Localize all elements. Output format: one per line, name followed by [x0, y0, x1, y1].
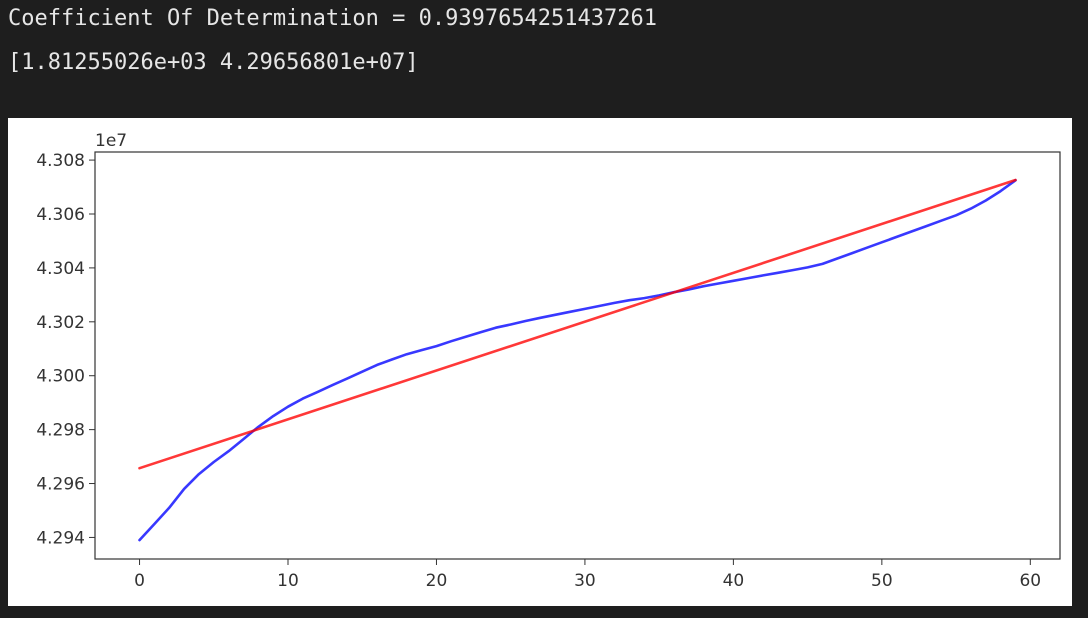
- x-tick-label: 50: [871, 571, 893, 591]
- y-tick-label: 4.308: [36, 151, 85, 171]
- x-tick-label: 30: [574, 571, 596, 591]
- y-tick-label: 4.296: [36, 475, 85, 495]
- x-tick-label: 40: [723, 571, 745, 591]
- y-tick-label: 4.302: [36, 313, 85, 333]
- x-tick-label: 10: [277, 571, 299, 591]
- y-tick-label: 4.300: [36, 367, 85, 387]
- fit-series-line: [138, 178, 1017, 470]
- y-tick-label: 4.306: [36, 205, 85, 225]
- coefficients-array-output-line: [1.81255026e+03 4.29656801e+07]: [8, 50, 419, 75]
- coefficient-output-line: Coefficient Of Determination = 0.9397654…: [8, 6, 658, 31]
- y-tick-label: 4.298: [36, 421, 85, 441]
- y-tick-label: 4.294: [36, 528, 85, 548]
- line-chart: 0 10 20 30 40 50 60 4.294 4.296 4.298 4.300 4.302 4.…: [36, 131, 1061, 591]
- plot-output: 0 10 20 30 40 50 60 4.294 4.296 4.298 4.300 4.302 4.…: [8, 118, 1072, 606]
- axes-frame: [94, 151, 1061, 560]
- y-axis-offset-label: 1e7: [95, 131, 127, 151]
- y-tick-label: 4.304: [36, 259, 85, 279]
- x-tick-label: 0: [134, 571, 145, 591]
- x-tick-label: 60: [1019, 571, 1041, 591]
- x-tick-label: 20: [426, 571, 448, 591]
- data-series-line: [138, 178, 1017, 542]
